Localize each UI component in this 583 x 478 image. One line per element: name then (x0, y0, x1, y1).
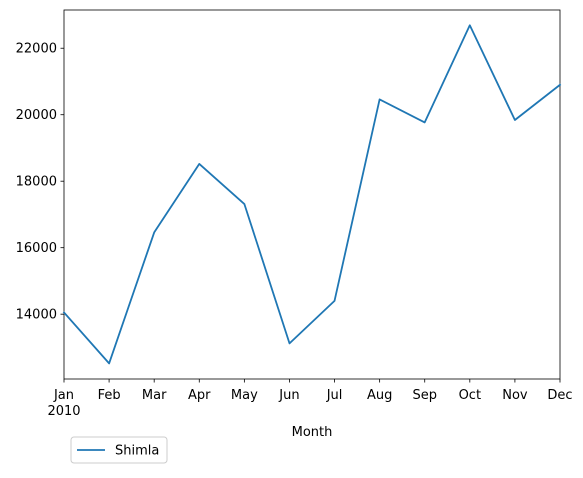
plot-frame (63, 9, 561, 380)
x-tick-label: Jan (53, 388, 74, 403)
plot-area (63, 9, 561, 380)
legend-box (70, 436, 168, 464)
x-tick-year-label: 2010 (47, 404, 80, 419)
y-tick-label: 14000 (16, 308, 57, 323)
x-tick-label: Jun (278, 388, 299, 403)
x-tick-label: Dec (547, 388, 572, 403)
legend-label: Shimla (115, 444, 159, 459)
y-tick-label: 16000 (16, 241, 57, 256)
x-tick-label: Oct (459, 388, 481, 403)
y-tick-label: 22000 (16, 42, 57, 57)
x-axis: Jan Feb Mar Apr May Jun Jul Aug Sep Oct Nov Dec 2010 (47, 379, 573, 419)
x-axis-title: Month (292, 425, 333, 440)
x-tick-label: May (231, 388, 258, 403)
x-tick-label: Feb (98, 388, 121, 403)
x-tick-label: Mar (142, 388, 167, 403)
x-tick-label: Jul (326, 388, 343, 403)
y-tick-label: 20000 (16, 108, 57, 123)
x-tick-label: Sep (412, 388, 437, 403)
series-line-shimla (62, 24, 562, 365)
x-tick-label: Nov (502, 388, 528, 403)
y-tick-label: 18000 (16, 175, 57, 190)
x-tick-label: Apr (188, 388, 211, 403)
series-group (62, 24, 562, 365)
legend: Shimla (70, 436, 168, 464)
y-axis: 14000 16000 18000 20000 22000 (16, 42, 64, 323)
x-tick-label: Aug (367, 388, 392, 403)
